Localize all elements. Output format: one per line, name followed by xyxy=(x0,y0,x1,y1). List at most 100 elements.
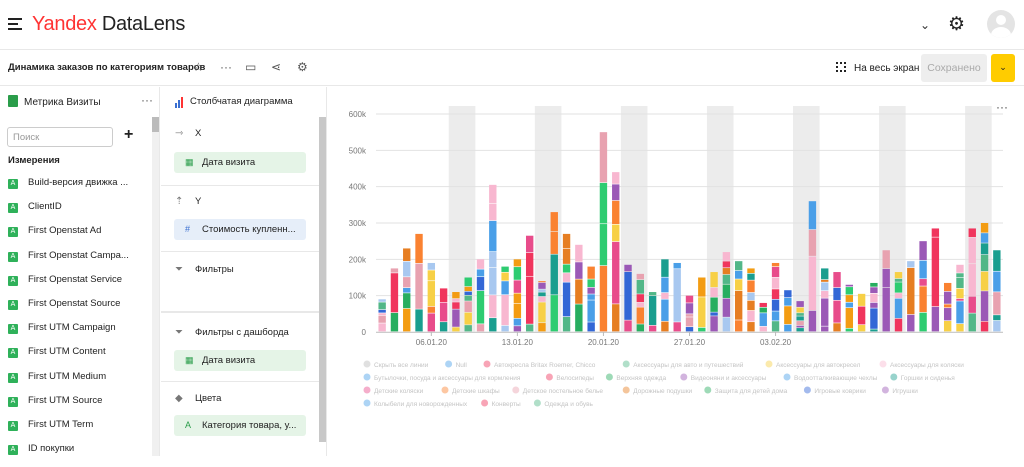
colors-field-chip[interactable]: A Категория товара, у... xyxy=(174,415,306,436)
scrollbar[interactable] xyxy=(319,117,326,442)
share-icon[interactable]: ⋖ xyxy=(271,60,282,74)
bar-segment xyxy=(870,287,878,294)
chart-menu-icon[interactable]: ··· xyxy=(996,100,1008,114)
avatar[interactable] xyxy=(987,10,1015,38)
dimension-field[interactable]: A First Openstat Source xyxy=(8,298,148,322)
bar-segment xyxy=(427,306,436,313)
dimension-field[interactable]: A First UTM Medium xyxy=(8,371,148,395)
dimension-field[interactable]: A First UTM Source xyxy=(8,395,148,419)
bar-segment xyxy=(759,313,767,327)
bar-segment xyxy=(734,279,743,291)
bar-segment xyxy=(821,268,829,280)
bar-segment xyxy=(796,307,804,313)
bar-segment xyxy=(907,261,915,268)
bar-segment xyxy=(747,280,755,293)
bar-segment xyxy=(943,320,952,332)
save-button[interactable]: Сохранено xyxy=(921,54,987,82)
legend-item: Детское постельное белье xyxy=(523,387,604,395)
bar-segment xyxy=(821,282,829,291)
top-bar: Yandex DataLens ⌄ ⚙ xyxy=(0,0,1024,50)
legend-marker xyxy=(622,360,630,368)
legend-item: Одежда и обувь xyxy=(544,400,593,408)
settings-icon[interactable]: ⚙ xyxy=(297,60,308,74)
dataset-more-icon[interactable]: ··· xyxy=(141,93,153,107)
string-type-icon: A xyxy=(8,324,18,335)
bar-segment xyxy=(845,284,854,287)
visualization-selector[interactable]: Столбчатая диаграмма xyxy=(175,96,293,108)
legend-marker xyxy=(680,373,688,381)
folder-icon[interactable]: ▭ xyxy=(245,60,257,74)
bar-segment xyxy=(980,243,989,255)
search-input[interactable]: Поиск xyxy=(7,127,113,147)
bar-segment xyxy=(993,271,1001,292)
bar-segment xyxy=(808,310,817,332)
bar-segment xyxy=(464,291,472,295)
bar-segment xyxy=(403,277,411,288)
bar-segment xyxy=(562,316,571,332)
x-label: ⇾ X xyxy=(175,128,202,139)
bar-segment xyxy=(993,315,1001,321)
bar-segment xyxy=(796,313,804,316)
bar-segment xyxy=(870,293,878,303)
bar-segment xyxy=(845,302,854,308)
bar-segment xyxy=(587,279,595,288)
bar-segment xyxy=(771,262,780,267)
bar-segment xyxy=(771,277,780,289)
spreadsheet-icon xyxy=(8,95,18,107)
bar-segment xyxy=(796,316,804,321)
fullscreen-button[interactable]: На весь экран xyxy=(836,62,919,74)
bar-segment xyxy=(378,309,386,313)
dimension-field[interactable]: A First Openstat Ad xyxy=(8,225,148,249)
bar-segment xyxy=(771,289,780,300)
bar-segment xyxy=(870,308,878,329)
dimension-field[interactable]: A Build-версия движка ... xyxy=(8,177,148,201)
dimension-field[interactable]: A ClientID xyxy=(8,201,148,225)
dimension-field[interactable]: A First UTM Content xyxy=(8,346,148,370)
legend-item: Автокресла Britax Roemer, Chicco xyxy=(494,362,596,369)
bar-segment xyxy=(648,292,657,296)
bar-segment xyxy=(513,293,522,303)
bar-chart: 0 100k 200k 300k 400k 500k 600k 06.01.20 13.01.2… xyxy=(349,106,1003,408)
bar-segment xyxy=(599,132,608,183)
app-logo[interactable]: Yandex DataLens xyxy=(32,13,186,35)
dimension-field[interactable]: A ID покупки xyxy=(8,443,148,467)
bar-segment xyxy=(427,270,436,281)
y-field-chip[interactable]: # Стоимость купленн... xyxy=(174,219,306,240)
bar-segment xyxy=(575,279,583,304)
bar-segment xyxy=(636,273,645,280)
add-field-button[interactable]: + xyxy=(124,126,134,143)
x-field-chip[interactable]: ▦ Дата визита xyxy=(174,152,306,173)
legend-marker xyxy=(363,386,371,394)
gear-icon[interactable]: ⚙ xyxy=(948,14,966,35)
bar-segment xyxy=(759,307,767,313)
bar-segment xyxy=(378,313,386,316)
bar-segment xyxy=(562,248,571,264)
bar-segment xyxy=(943,291,952,304)
dash-filter-chip[interactable]: ▦ Дата визита xyxy=(174,350,306,371)
bar-segment xyxy=(562,264,571,273)
save-dropdown-button[interactable]: ⌄ xyxy=(991,54,1015,82)
chevron-down-icon[interactable]: ⌄ xyxy=(920,18,931,32)
y-tick-label: 500k xyxy=(349,146,367,155)
star-icon[interactable]: ☆ xyxy=(193,60,204,74)
bar-segment xyxy=(476,290,485,324)
legend-item: Аксессуары для авто и путешествий xyxy=(633,361,744,369)
dimension-field[interactable]: A First Openstat Service xyxy=(8,274,148,298)
bar-segment xyxy=(980,223,989,233)
dimension-field[interactable]: A First UTM Campaign xyxy=(8,322,148,346)
more-icon[interactable]: ··· xyxy=(220,60,232,74)
filters-section[interactable]: ⏷ Фильтры xyxy=(161,252,319,312)
bar-segment xyxy=(956,298,964,301)
dimension-field[interactable]: A First Openstat Campa... xyxy=(8,250,148,274)
legend-item: Детские шкафы xyxy=(452,388,500,395)
dimension-field[interactable]: A First UTM Term xyxy=(8,419,148,443)
dataset-header[interactable]: Метрика Визиты xyxy=(8,95,101,108)
scrollbar[interactable] xyxy=(152,117,159,456)
bar-segment xyxy=(931,306,940,332)
colors-label: ◆ Цвета xyxy=(175,393,222,404)
bar-segment xyxy=(636,324,645,332)
string-type-icon: A xyxy=(8,251,18,262)
menu-icon[interactable] xyxy=(8,18,22,30)
legend-item: Скрыть все линии xyxy=(374,362,429,369)
bar-segment xyxy=(919,312,927,332)
